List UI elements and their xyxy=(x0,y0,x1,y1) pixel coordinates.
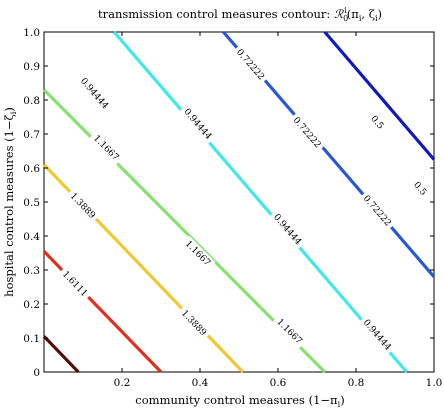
y-tick-label: 0.5 xyxy=(23,197,40,209)
y-tick-label: 0 xyxy=(33,367,40,379)
contour-line-4 xyxy=(112,30,408,374)
y-tick-label: 0.7 xyxy=(23,129,40,141)
x-tick-label: 0.8 xyxy=(348,377,365,389)
x-axis-ticks: 0.2 0.4 0.6 0.8 1.0 xyxy=(114,32,443,389)
contour-line-0 xyxy=(42,335,80,374)
chart-title: transmission control measures contour: ℛ… xyxy=(98,6,382,23)
x-axis-label: community control measures (1−πi) xyxy=(135,393,344,408)
x-tick-label: 0.4 xyxy=(192,377,209,389)
y-tick-label: 0.1 xyxy=(23,333,40,345)
x-tick-label: 0.6 xyxy=(270,377,287,389)
contour-line-6 xyxy=(323,30,436,161)
y-tick-label: 0.4 xyxy=(23,231,40,243)
y-tick-label: 0.9 xyxy=(23,61,40,73)
y-tick-label: 0.6 xyxy=(23,163,40,175)
x-tick-label: 0.2 xyxy=(114,377,131,389)
y-tick-label: 0.2 xyxy=(23,299,40,311)
x-tick-label: 1.0 xyxy=(426,377,443,389)
y-tick-label: 1.0 xyxy=(23,27,40,39)
y-axis-label: hospital control measures (1−ζi) xyxy=(2,107,18,297)
y-axis-ticks: 0 0.1 0.2 0.3 0.4 0.5 0.6 0.7 0.8 0.9 1.0 xyxy=(23,27,434,379)
y-tick-label: 0.3 xyxy=(23,265,40,277)
y-tick-label: 0.8 xyxy=(23,95,40,107)
